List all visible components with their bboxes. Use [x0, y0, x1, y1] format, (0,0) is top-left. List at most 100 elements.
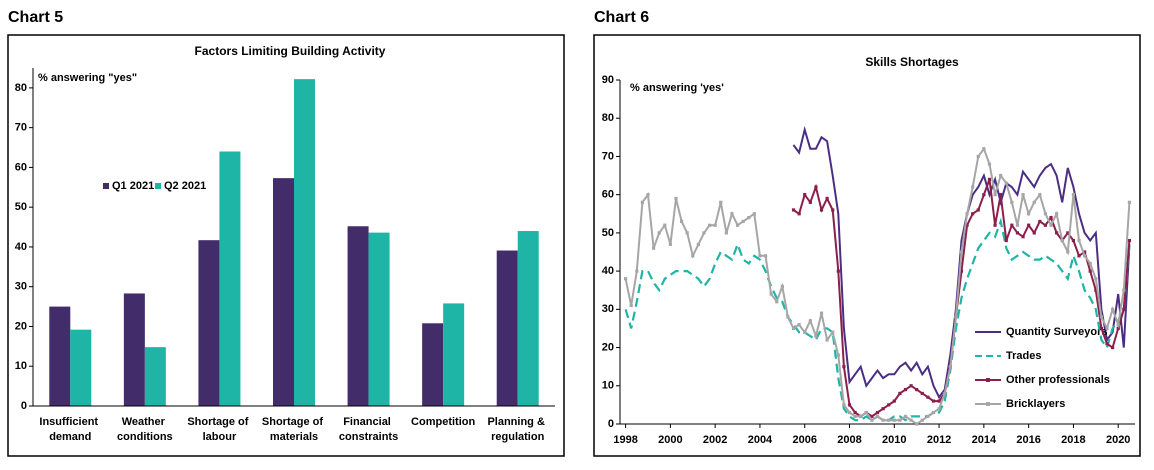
bar: [198, 240, 220, 406]
marker: [831, 330, 835, 334]
label-line: Shortage of: [262, 416, 326, 428]
marker: [931, 399, 936, 403]
bar: [144, 347, 166, 406]
x-tick-label: 2014: [972, 434, 997, 446]
marker: [853, 410, 857, 415]
marker: [814, 185, 818, 189]
marker: [775, 300, 779, 304]
marker: [959, 269, 964, 273]
marker: [763, 254, 768, 258]
y-axis-label: % answering 'yes': [630, 82, 724, 94]
legend-label: Quantity Surveyors: [1006, 326, 1107, 338]
marker: [623, 277, 628, 281]
y-tick-label: 40: [15, 241, 27, 253]
marker: [1027, 223, 1031, 227]
bar: [273, 178, 294, 406]
legend-label: Bricklayers: [1006, 398, 1065, 410]
bar: [123, 293, 145, 406]
marker: [786, 315, 790, 319]
series-line: [792, 125, 1131, 400]
marker: [752, 212, 756, 216]
marker: [920, 391, 924, 396]
y-tick-label: 10: [602, 380, 614, 392]
marker: [898, 391, 902, 396]
marker: [1021, 193, 1025, 197]
marker: [1094, 288, 1098, 292]
marker: [887, 403, 891, 407]
marker: [808, 200, 812, 204]
marker: [730, 212, 734, 216]
marker: [797, 212, 801, 216]
marker: [1116, 326, 1120, 331]
marker: [679, 219, 684, 224]
marker: [1004, 181, 1008, 185]
bar: [294, 79, 315, 406]
marker: [1010, 223, 1014, 227]
marker: [797, 323, 801, 327]
marker: [1127, 200, 1132, 204]
x-tick-label: Competition: [411, 416, 475, 428]
marker: [836, 269, 840, 273]
marker: [999, 173, 1003, 178]
bar: [49, 306, 71, 406]
marker: [707, 223, 712, 227]
marker: [1043, 223, 1048, 227]
y-tick-label: 60: [15, 161, 27, 173]
marker: [1127, 238, 1132, 243]
y-tick-label: 90: [602, 74, 614, 86]
marker: [1088, 269, 1092, 273]
bar: [443, 303, 465, 406]
marker: [1077, 238, 1081, 243]
marker: [965, 212, 969, 216]
marker: [635, 269, 639, 273]
marker: [1111, 345, 1115, 350]
marker: [1027, 212, 1031, 216]
x-tick-label: 1998: [613, 434, 637, 446]
marker: [881, 418, 885, 422]
label-line: materials: [270, 431, 318, 443]
bar: [347, 226, 369, 406]
marker: [1015, 231, 1020, 235]
x-tick-label: 2002: [703, 434, 727, 446]
marker: [864, 410, 868, 415]
marker: [668, 242, 672, 246]
marker: [1038, 193, 1042, 197]
marker: [629, 303, 633, 308]
marker: [892, 399, 896, 403]
x-tick-label: 2004: [748, 434, 773, 446]
marker: [982, 147, 986, 151]
marker: [954, 315, 958, 319]
y-tick-label: 60: [602, 189, 614, 201]
marker: [1049, 223, 1053, 227]
y-tick-label: 80: [602, 112, 614, 124]
y-tick-label: 70: [602, 150, 614, 162]
marker: [1043, 212, 1048, 216]
x-tick-label: 2000: [658, 434, 682, 446]
chart-frame: [593, 34, 1141, 457]
marker: [819, 208, 824, 212]
marker: [1105, 326, 1109, 331]
label-line: labour: [203, 431, 237, 443]
marker: [999, 193, 1003, 197]
y-tick-label: 40: [602, 265, 614, 277]
marker: [1038, 219, 1042, 224]
y-tick-label: 70: [15, 122, 27, 134]
marker: [747, 216, 751, 220]
marker: [702, 231, 706, 235]
chart-heading: Chart 6: [594, 9, 649, 26]
legend-label: Q1 2021: [112, 180, 154, 192]
x-tick-label: 2020: [1106, 434, 1130, 446]
label-line: regulation: [491, 431, 544, 443]
label-line: constraints: [339, 431, 398, 443]
marker: [1122, 288, 1126, 292]
marker: [735, 223, 740, 227]
x-tick-label: Financial constraints: [339, 416, 398, 443]
marker: [903, 388, 908, 392]
y-tick-label: 20: [15, 320, 27, 332]
marker: [993, 193, 997, 197]
marker: [842, 365, 846, 369]
marker: [909, 384, 913, 388]
marker: [1049, 216, 1053, 220]
